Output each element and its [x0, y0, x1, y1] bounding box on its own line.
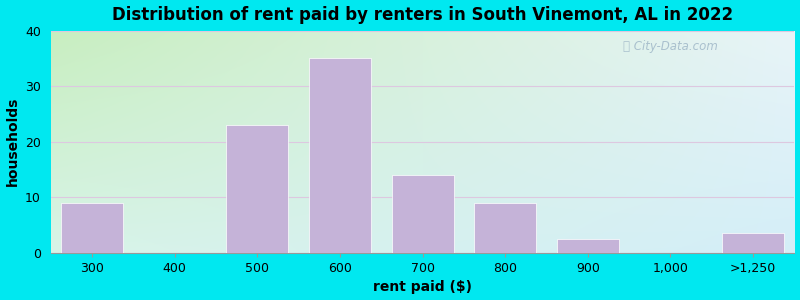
Y-axis label: households: households [6, 97, 19, 187]
Bar [61, 203, 123, 253]
Bar [309, 58, 371, 253]
Title: Distribution of rent paid by renters in South Vinemont, AL in 2022: Distribution of rent paid by renters in … [112, 6, 733, 24]
Bar [474, 203, 536, 253]
Bar [226, 125, 288, 253]
Bar [722, 233, 784, 253]
Bar [557, 239, 619, 253]
Text: ⓘ City-Data.com: ⓘ City-Data.com [623, 40, 718, 52]
Bar [391, 175, 454, 253]
X-axis label: rent paid ($): rent paid ($) [373, 280, 472, 294]
